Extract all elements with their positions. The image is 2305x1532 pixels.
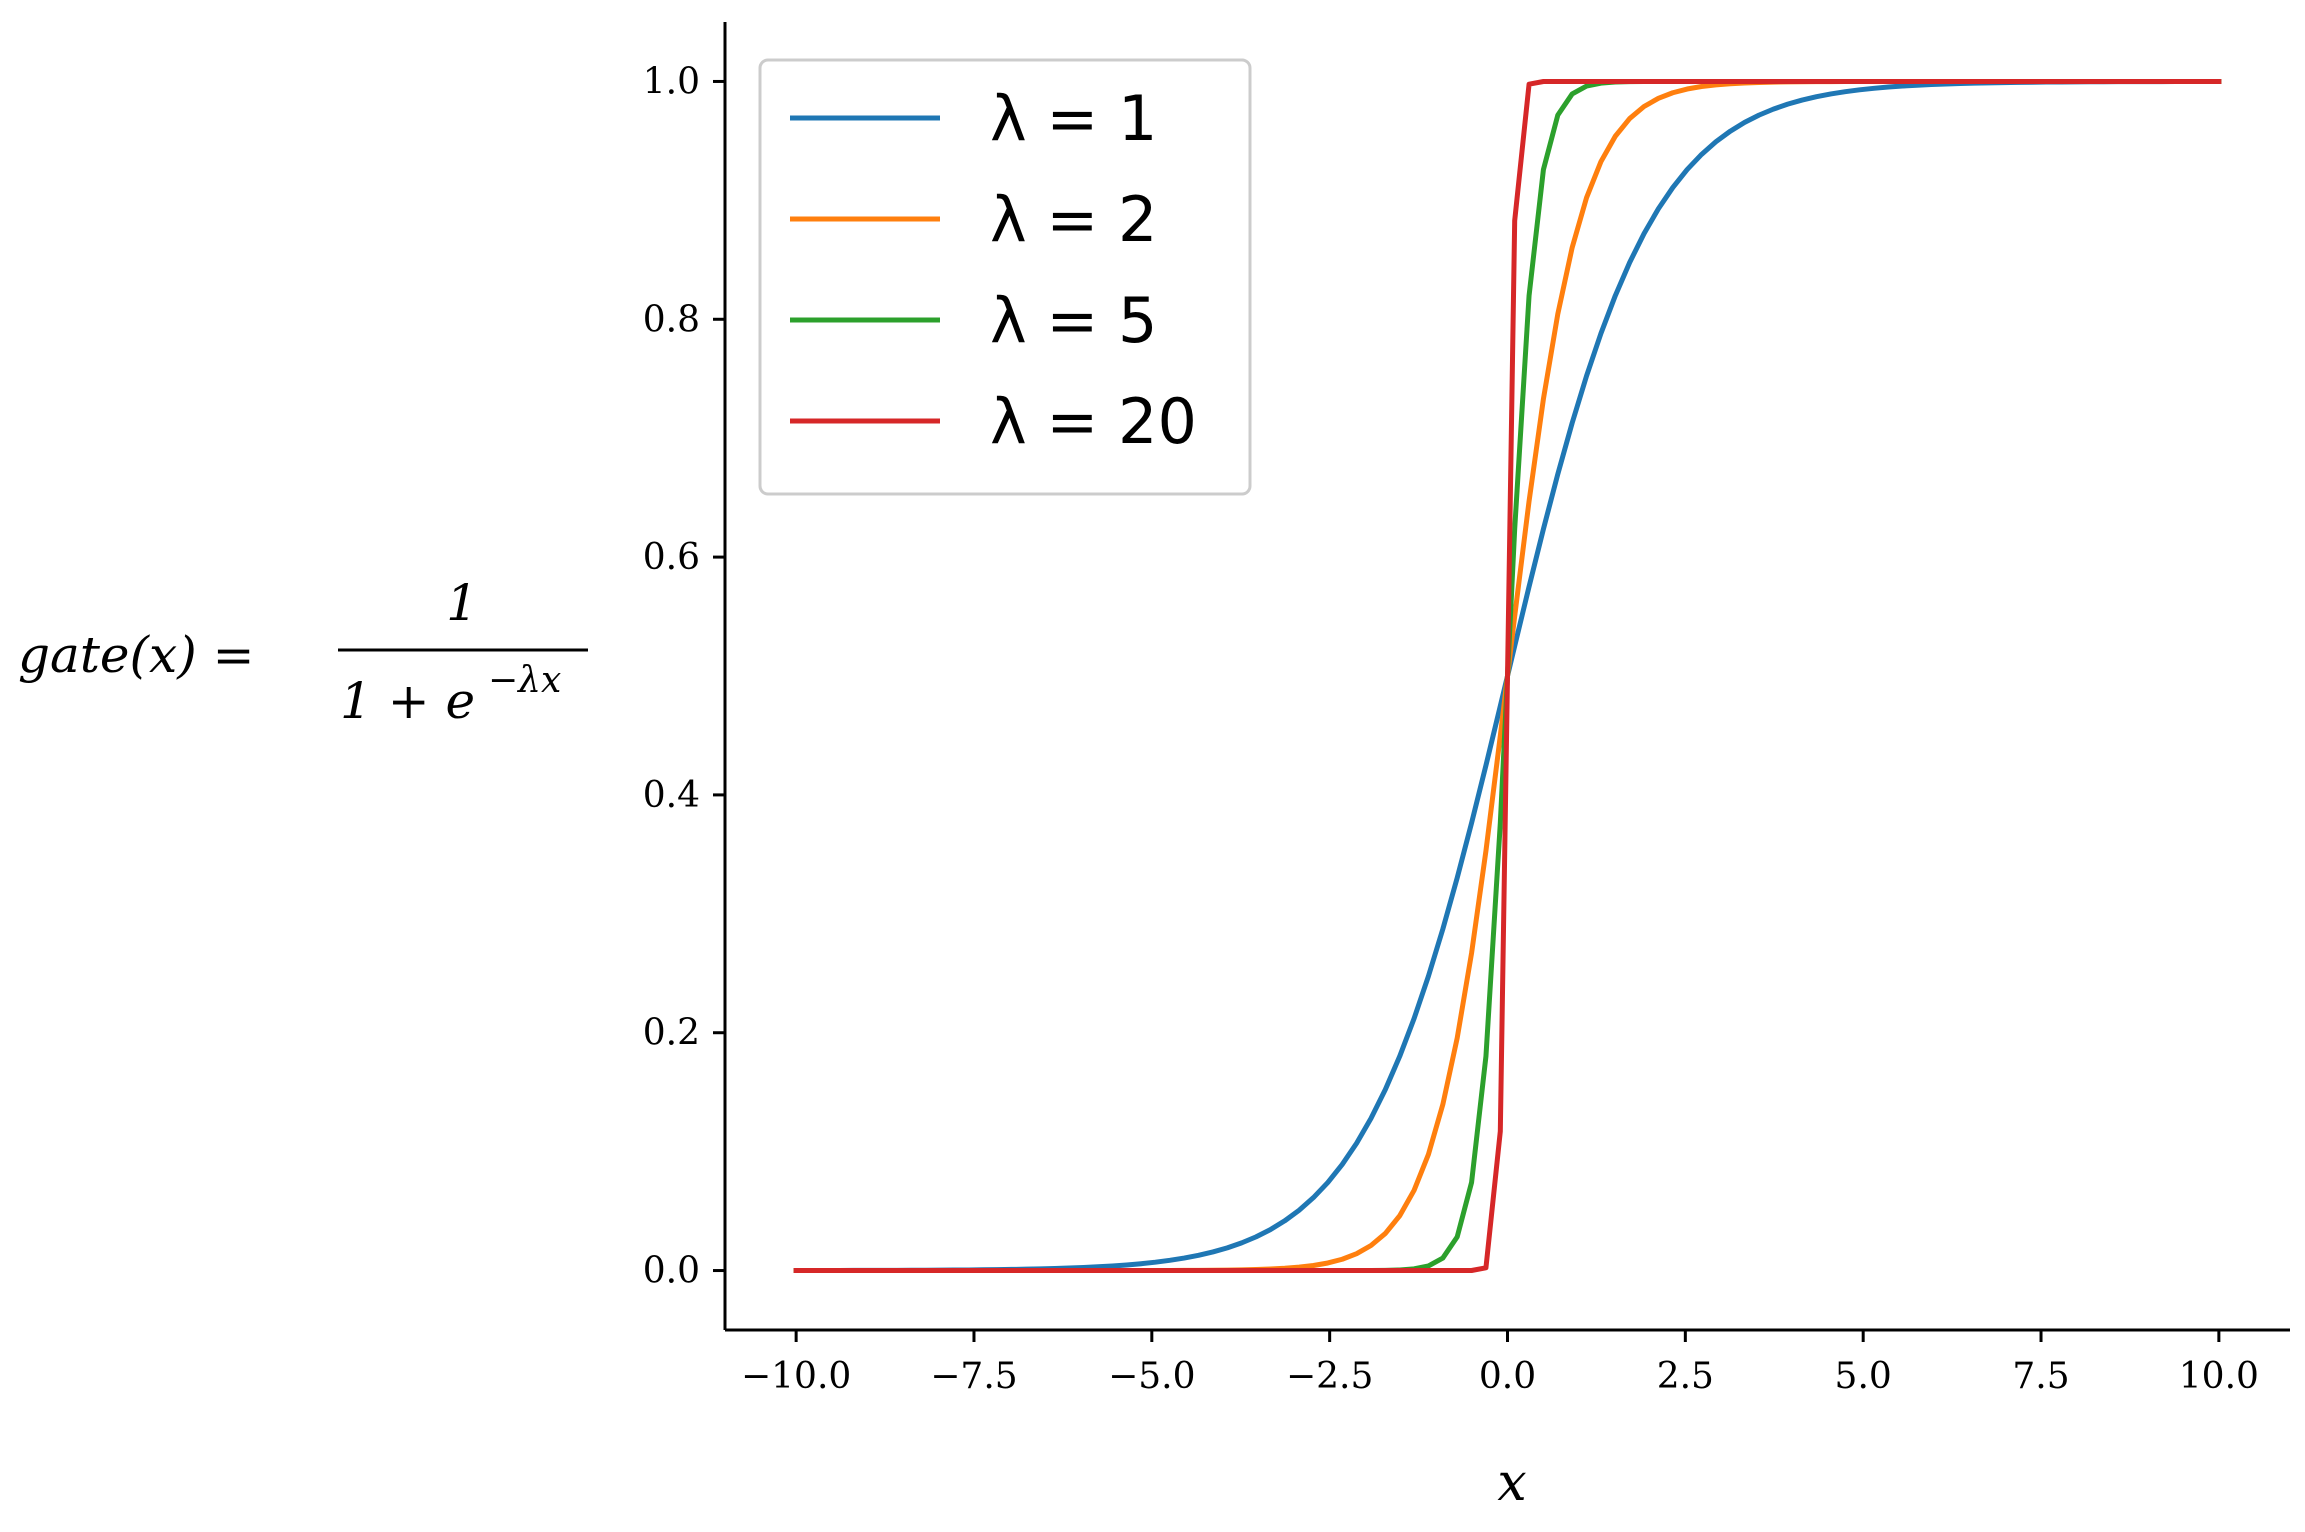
y-axis-label: gate(x) = 1 1 + e −λx: [18, 574, 588, 730]
y-ticks: 0.0 0.2 0.4 0.6 0.8 1.0: [643, 61, 725, 1292]
x-tick-label: −10.0: [741, 1356, 851, 1397]
y-tick-label: 0.8: [643, 299, 700, 340]
x-tick-label: −7.5: [930, 1356, 1017, 1397]
x-tick-label: 5.0: [1835, 1356, 1892, 1397]
y-tick-label: 0.0: [643, 1251, 700, 1292]
legend: λ = 1 λ = 2 λ = 5 λ = 20: [758, 58, 1252, 496]
legend-frame: [758, 58, 1252, 496]
y-label-numerator: 1: [446, 574, 478, 632]
y-label-exponent: −λx: [488, 660, 561, 701]
x-tick-label: −5.0: [1108, 1356, 1195, 1397]
series-line-lambda-20: [793, 78, 2222, 1274]
y-tick-label: 0.4: [643, 775, 700, 816]
legend-label-lambda-5: λ = 5: [990, 284, 1158, 357]
y-tick-label: 0.6: [643, 537, 700, 578]
legend-label-lambda-1: λ = 1: [990, 82, 1158, 155]
x-tick-label: 0.0: [1479, 1356, 1536, 1397]
y-label-denominator: 1 + e: [340, 672, 475, 730]
legend-label-lambda-2: λ = 2: [990, 183, 1158, 256]
y-tick-label: 1.0: [643, 61, 700, 102]
series-lines: [793, 78, 2222, 1274]
x-tick-label: 2.5: [1657, 1356, 1714, 1397]
x-tick-label: 7.5: [2012, 1356, 2069, 1397]
y-label-lhs: gate(x) =: [18, 626, 255, 684]
legend-label-lambda-20: λ = 20: [990, 385, 1197, 458]
y-tick-label: 0.2: [643, 1013, 700, 1054]
x-ticks: −10.0 −7.5 −5.0 −2.5 0.0 2.5 5.0 7.5 10.0: [741, 1330, 2259, 1397]
x-axis-label: x: [1497, 1453, 1526, 1513]
x-tick-label: 10.0: [2179, 1356, 2259, 1397]
x-tick-label: −2.5: [1286, 1356, 1373, 1397]
